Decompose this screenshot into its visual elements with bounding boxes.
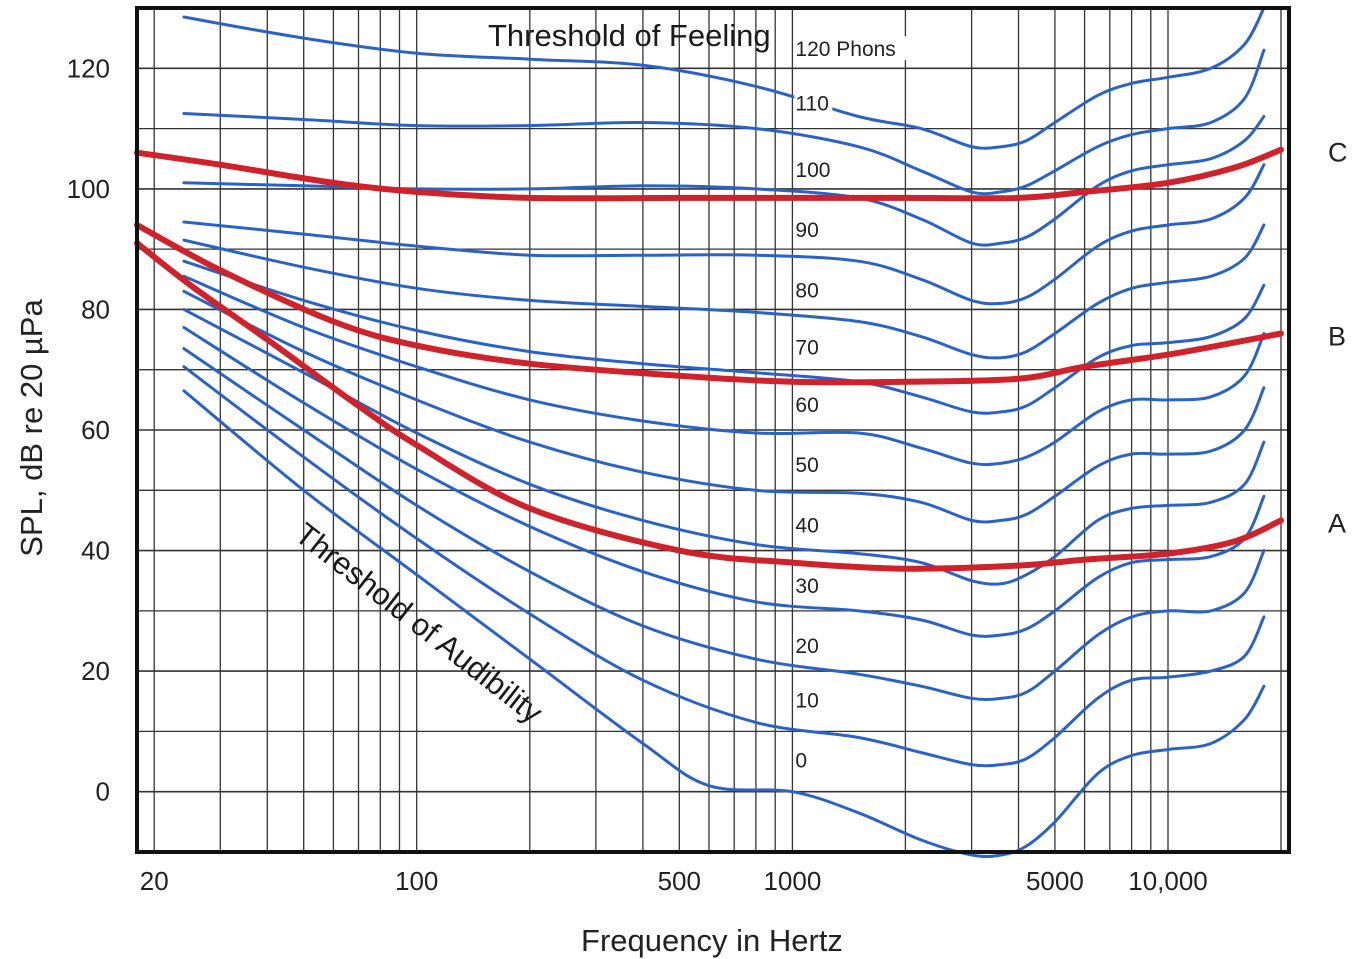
y-tick-label: 60 (81, 415, 110, 445)
phon-label: 80 (795, 279, 818, 302)
y-tick-label: 0 (96, 777, 110, 807)
loudness-curve (182, 223, 1266, 360)
weighting-label-b: B (1328, 322, 1346, 352)
y-tick-label: 120 (67, 53, 110, 83)
phon-label-bg (794, 391, 833, 416)
phon-label: 0 (795, 750, 807, 773)
y-tick-label: 20 (81, 656, 110, 686)
y-tick-labels: 0 20 40 60 80 100 120 (67, 53, 110, 806)
x-tick-labels: 20 100 500 1000 5000 10,000 (140, 866, 1208, 896)
y-tick-label: 40 (81, 536, 110, 566)
phon-label-bg (794, 572, 833, 597)
weighting-curve-a (134, 240, 1284, 572)
x-tick-label: 100 (395, 866, 438, 896)
weighting-curves (134, 146, 1284, 572)
phon-label-bg (794, 512, 833, 537)
x-tick-label: 500 (658, 866, 701, 896)
loudness-curves (182, 6, 1266, 858)
y-axis-title: SPL, dB re 20 µPa (14, 299, 49, 557)
phon-label: 100 (795, 159, 830, 182)
weighting-label-a: A (1328, 508, 1346, 538)
phon-label-bg (794, 90, 833, 115)
phon-label: 90 (795, 219, 818, 242)
loudness-curve (182, 115, 1266, 247)
weighting-label-c: C (1328, 138, 1348, 168)
loudness-curve (182, 347, 1266, 701)
phon-label: 110 (795, 93, 828, 116)
x-tick-label: 20 (140, 866, 169, 896)
weighting-curve-b (134, 222, 1284, 386)
x-tick-label: 5000 (1026, 866, 1084, 896)
phon-label: 50 (795, 454, 818, 477)
phon-label: 40 (795, 515, 818, 538)
loudness-curve (182, 365, 1266, 768)
phon-label-bg (794, 334, 833, 359)
loudness-curve (182, 389, 1266, 858)
loudness-curve (182, 163, 1266, 306)
phon-label: 60 (795, 394, 818, 417)
loudness-curve (182, 274, 1266, 467)
phon-label-bg (794, 633, 833, 658)
phon-label: 120 Phons (795, 38, 895, 61)
plot-frame (135, 6, 1291, 854)
x-tick-label: 1000 (763, 866, 821, 896)
phon-label-bg (794, 217, 833, 242)
phon-label-bg (794, 36, 913, 61)
loudness-curve (182, 259, 1266, 415)
x-tick-label: 10,000 (1128, 866, 1208, 896)
loudness-curve (182, 6, 1266, 150)
phon-label-bg (794, 687, 833, 712)
loudness-curve (182, 48, 1266, 196)
phon-label-bg (794, 277, 833, 302)
y-tick-label: 80 (81, 294, 110, 324)
loudness-curve (182, 326, 1266, 638)
phon-label: 20 (795, 635, 818, 658)
x-axis-title: Frequency in Hertz (581, 923, 843, 958)
phon-label: 10 (795, 689, 818, 712)
weighting-curve-c (134, 146, 1284, 202)
threshold-of-feeling-label: Threshold of Feeling (488, 18, 771, 53)
grid-lines (137, 7, 1289, 853)
loudness-curve (182, 289, 1266, 524)
phon-label: 70 (795, 337, 818, 360)
phon-label-bg (794, 156, 833, 181)
phon-label-bg (794, 452, 833, 477)
y-tick-label: 100 (67, 174, 110, 204)
weighting-labels: C B A (1328, 138, 1348, 539)
phon-label: 30 (795, 575, 818, 598)
phon-label-bg (794, 747, 833, 772)
